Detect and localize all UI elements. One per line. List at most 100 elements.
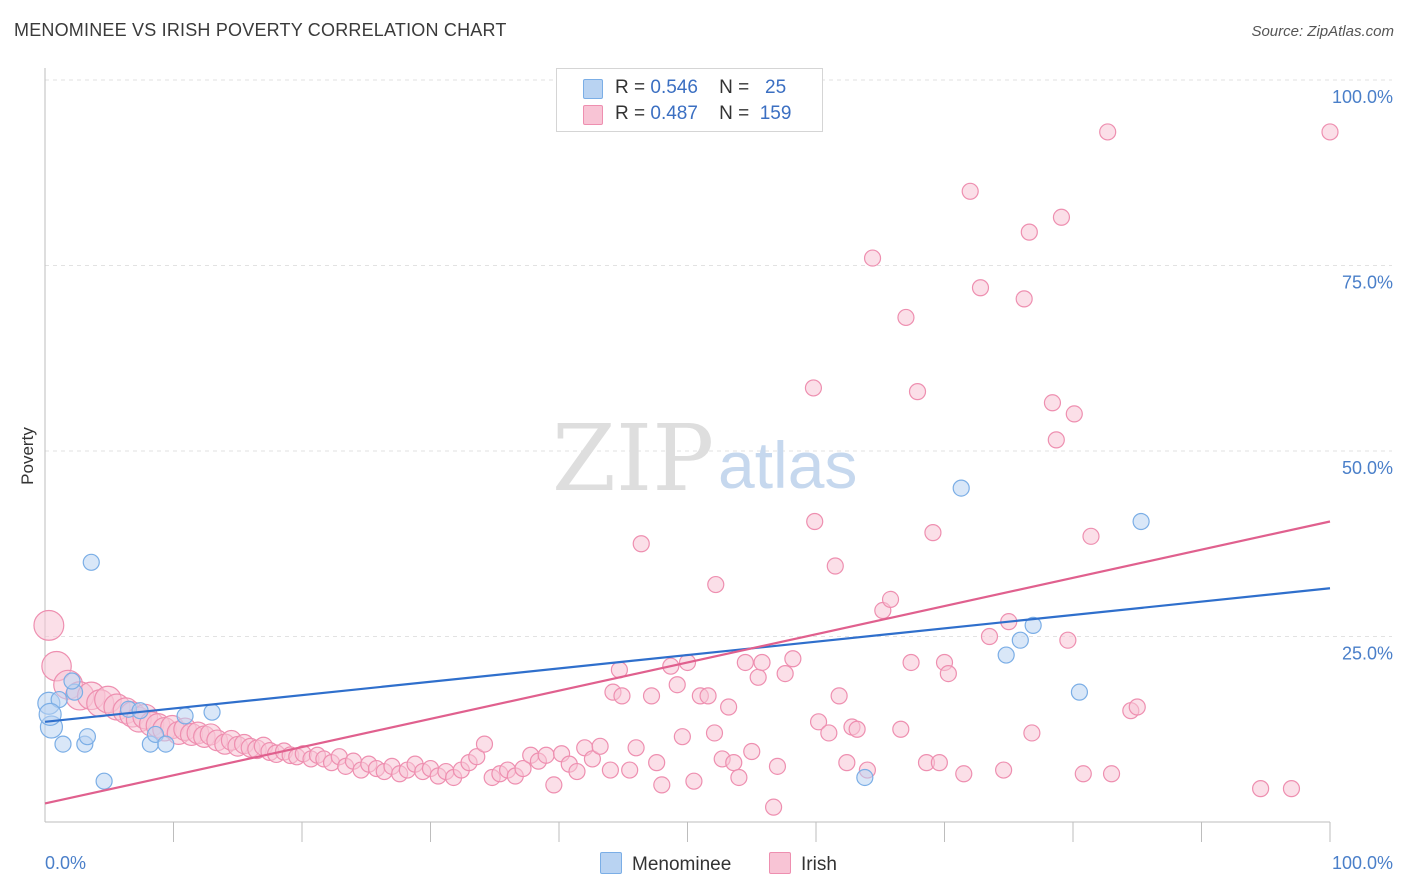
irish-point-150 — [1282, 780, 1301, 798]
menominee-point-22 — [1070, 683, 1089, 701]
irish-point-136 — [1023, 724, 1041, 742]
watermark: ZIP atlas — [552, 405, 857, 512]
irish-point-81 — [632, 535, 650, 553]
irish-point-127 — [939, 664, 957, 683]
watermark-zip: ZIP — [552, 405, 714, 512]
irish-point-79 — [621, 761, 639, 779]
irish-point-91 — [699, 687, 717, 705]
y-axis-label: Poverty — [18, 427, 37, 485]
x-tick-label-min: 0.0% — [45, 853, 86, 873]
irish-point-104 — [776, 664, 794, 683]
irish-point-118 — [881, 590, 900, 609]
irish-point-135 — [1020, 223, 1038, 241]
irish-point-122 — [908, 383, 927, 401]
irish-point-125 — [930, 754, 948, 772]
bottom-legend-label-irish: Irish — [801, 854, 837, 875]
irish-point-129 — [961, 182, 979, 200]
gridlines — [45, 79, 1392, 637]
menominee-point-8 — [82, 553, 100, 571]
bottom-legend-irish: Irish — [769, 852, 837, 876]
menominee-point-16 — [203, 703, 221, 721]
irish-point-137 — [1043, 394, 1062, 412]
irish-point-82 — [642, 687, 661, 705]
irish-point-144 — [1099, 123, 1117, 141]
y-tick-label-1: 50.0% — [1342, 458, 1393, 478]
irish-point-95 — [720, 698, 738, 716]
irish-point-111 — [830, 687, 848, 705]
irish-point-139 — [1052, 208, 1071, 226]
irish-point-116 — [863, 249, 882, 267]
watermark-atlas: atlas — [718, 428, 857, 502]
y-tick-label-3: 100.0% — [1332, 87, 1393, 107]
legend-n-value: 159 — [759, 103, 792, 124]
legend-n-value: 25 — [765, 77, 787, 98]
irish-point-149 — [1128, 698, 1146, 716]
irish-point-141 — [1065, 405, 1083, 423]
legend-r-value: 0.546 — [650, 77, 698, 98]
irish-point-130 — [971, 279, 990, 297]
irish-point-134 — [1015, 290, 1033, 308]
x-tick-labels: 0.0% 100.0% — [45, 853, 1393, 873]
irish-point-84 — [653, 776, 671, 794]
irish-point-83 — [648, 754, 666, 772]
menominee-point-9 — [95, 772, 113, 790]
y-tick-label-2: 75.0% — [1342, 273, 1393, 293]
irish-point-109 — [820, 724, 838, 742]
menominee-point-20 — [1011, 631, 1029, 649]
irish-point-101 — [753, 653, 771, 672]
legend-r-label: R = — [615, 103, 646, 124]
irish-point-75 — [601, 761, 620, 779]
irish-point-105 — [784, 650, 802, 668]
legend-box: R = 0.546 N = 25 R = 0.487 N = 159 — [556, 68, 823, 132]
irish-point-96 — [725, 754, 743, 772]
irish-point-145 — [1102, 765, 1121, 783]
irish-point-148 — [1321, 123, 1339, 141]
x-tick-label-max: 100.0% — [1332, 853, 1393, 873]
irish-point-102 — [764, 798, 783, 816]
irish-point-100 — [749, 668, 767, 686]
menominee-point-19 — [997, 646, 1015, 664]
irish-point-64 — [514, 759, 532, 778]
irish-point-0 — [33, 609, 65, 641]
menominee-point-23 — [1132, 512, 1150, 531]
irish-point-108 — [809, 713, 828, 731]
irish-point-120 — [897, 308, 915, 327]
irish-point-74 — [591, 737, 609, 755]
menominee-point-7 — [78, 728, 97, 746]
menominee-point-15 — [176, 707, 194, 725]
legend-n-label: N = — [719, 103, 750, 124]
legend-r-label: R = — [615, 77, 646, 98]
menominee-point-21 — [1024, 616, 1042, 634]
legend-swatch-menominee — [583, 79, 603, 99]
irish-point-87 — [673, 728, 691, 746]
y-tick-labels: 25.0% 50.0% 75.0% 100.0% — [1332, 87, 1393, 664]
bottom-legend-swatch-menominee — [600, 852, 622, 874]
irish-point-80 — [627, 739, 645, 757]
irish-point-67 — [537, 746, 555, 764]
irish-point-86 — [668, 676, 686, 694]
irish-point-140 — [1059, 631, 1077, 649]
irish-point-110 — [826, 557, 844, 575]
trend-lines — [44, 520, 1331, 805]
bottom-legend-swatch-irish — [769, 852, 791, 874]
irish-point-92 — [705, 724, 724, 742]
irish-point-147 — [1252, 780, 1270, 798]
irish-point-128 — [955, 765, 973, 783]
menominee-points — [37, 479, 1150, 790]
menominee-trend-line — [44, 587, 1331, 723]
menominee-point-14 — [157, 735, 175, 753]
irish-point-124 — [924, 524, 942, 542]
irish-point-138 — [1047, 431, 1065, 449]
irish-point-89 — [685, 772, 703, 790]
menominee-point-5 — [63, 672, 81, 690]
irish-point-106 — [804, 379, 823, 397]
irish-point-132 — [995, 761, 1013, 779]
irish-point-114 — [848, 720, 866, 738]
y-tick-label-0: 25.0% — [1342, 644, 1393, 664]
irish-point-78 — [613, 687, 631, 705]
irish-point-142 — [1074, 765, 1092, 783]
irish-point-121 — [902, 653, 920, 672]
irish-point-119 — [892, 720, 910, 738]
irish-point-68 — [545, 776, 563, 794]
